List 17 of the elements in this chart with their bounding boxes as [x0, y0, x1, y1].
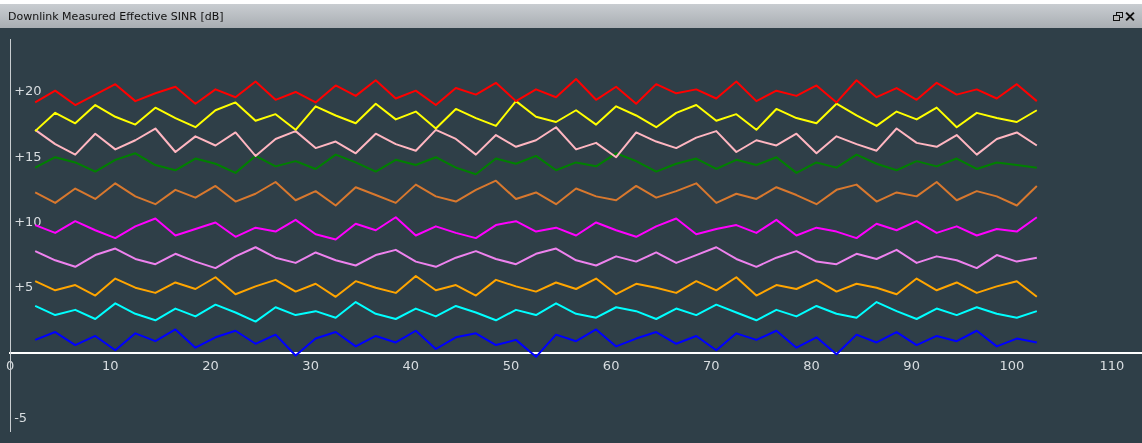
x-tick-label: 80	[803, 358, 820, 374]
y-tick-label: +5	[14, 279, 34, 295]
y-tick-label: -5	[14, 409, 28, 425]
chart-title: Downlink Measured Effective SINR [dB]	[8, 9, 224, 23]
x-tick-label: 20	[202, 358, 219, 374]
x-tick-label: 40	[402, 358, 420, 374]
x-tick-label: 60	[602, 358, 620, 374]
y-tick-label: +20	[14, 83, 42, 99]
x-tick-label: 110	[1099, 358, 1125, 374]
x-tick-label: 50	[502, 358, 520, 374]
y-tick-label: +15	[14, 148, 42, 164]
x-tick-label: 100	[999, 358, 1025, 374]
x-tick-label: 30	[302, 358, 319, 374]
x-tick-label: 70	[703, 358, 720, 374]
y-tick-label: +10	[14, 213, 42, 229]
x-tick-label: 10	[102, 358, 119, 374]
x-tick-label: 90	[903, 358, 920, 374]
